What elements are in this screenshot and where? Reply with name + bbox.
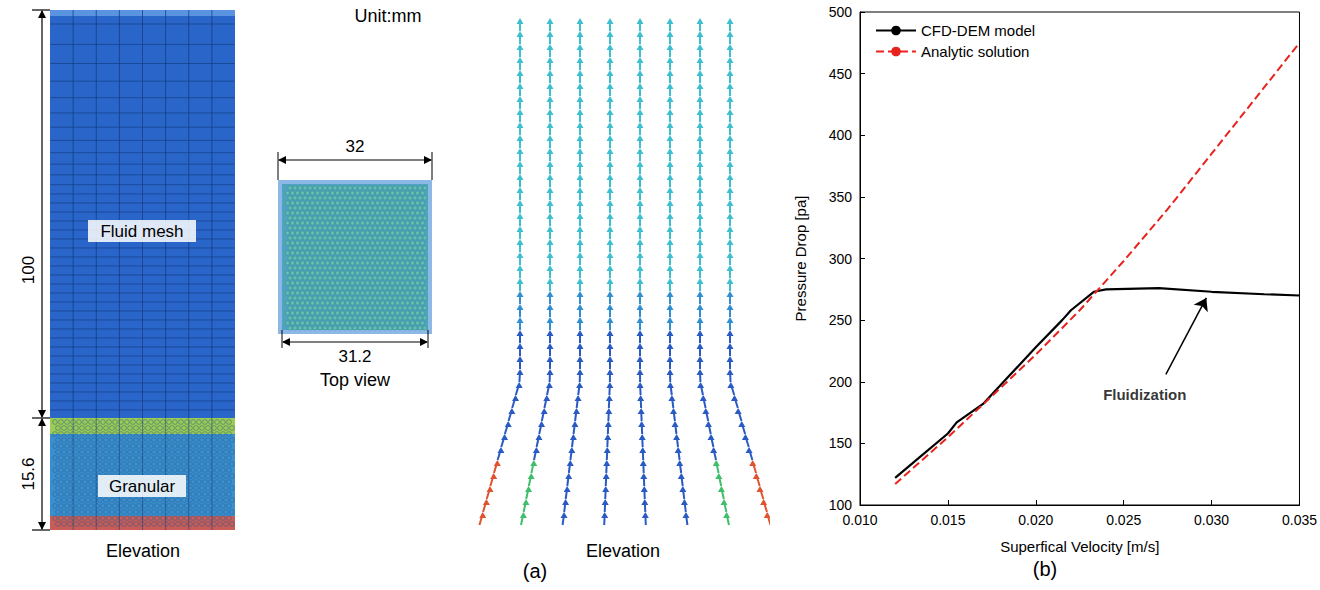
svg-text:100: 100 <box>829 497 853 513</box>
svg-text:Fluid mesh: Fluid mesh <box>100 222 183 241</box>
svg-text:0.020: 0.020 <box>1018 512 1053 528</box>
svg-text:450: 450 <box>829 66 853 82</box>
svg-text:(b): (b) <box>1033 558 1057 580</box>
svg-text:350: 350 <box>829 189 853 205</box>
svg-text:0.035: 0.035 <box>1282 512 1317 528</box>
svg-text:Superfical Velocity [m/s]: Superfical Velocity [m/s] <box>1000 538 1159 555</box>
svg-text:Analytic solution: Analytic solution <box>921 43 1029 60</box>
svg-text:Elevation: Elevation <box>586 541 660 561</box>
svg-text:0.010: 0.010 <box>842 512 877 528</box>
svg-text:100: 100 <box>19 256 38 284</box>
svg-text:400: 400 <box>829 127 853 143</box>
svg-text:200: 200 <box>829 374 853 390</box>
svg-text:250: 250 <box>829 312 853 328</box>
svg-text:Fluidization: Fluidization <box>1103 386 1186 403</box>
svg-text:15.6: 15.6 <box>19 457 38 490</box>
svg-text:CFD-DEM model: CFD-DEM model <box>921 22 1035 39</box>
svg-text:Pressure Drop [pa]: Pressure Drop [pa] <box>792 196 809 322</box>
svg-text:0.025: 0.025 <box>1106 512 1141 528</box>
svg-text:(a): (a) <box>523 560 547 582</box>
svg-text:31.2: 31.2 <box>338 347 371 366</box>
svg-text:Top view: Top view <box>320 370 391 390</box>
svg-text:500: 500 <box>829 4 853 20</box>
svg-text:32: 32 <box>346 137 365 156</box>
svg-text:0.030: 0.030 <box>1194 512 1229 528</box>
svg-text:150: 150 <box>829 435 853 451</box>
svg-text:Elevation: Elevation <box>106 541 180 561</box>
svg-text:0.015: 0.015 <box>930 512 965 528</box>
svg-text:Unit:mm: Unit:mm <box>355 6 422 26</box>
svg-text:Granular: Granular <box>109 477 175 496</box>
svg-text:300: 300 <box>829 251 853 267</box>
